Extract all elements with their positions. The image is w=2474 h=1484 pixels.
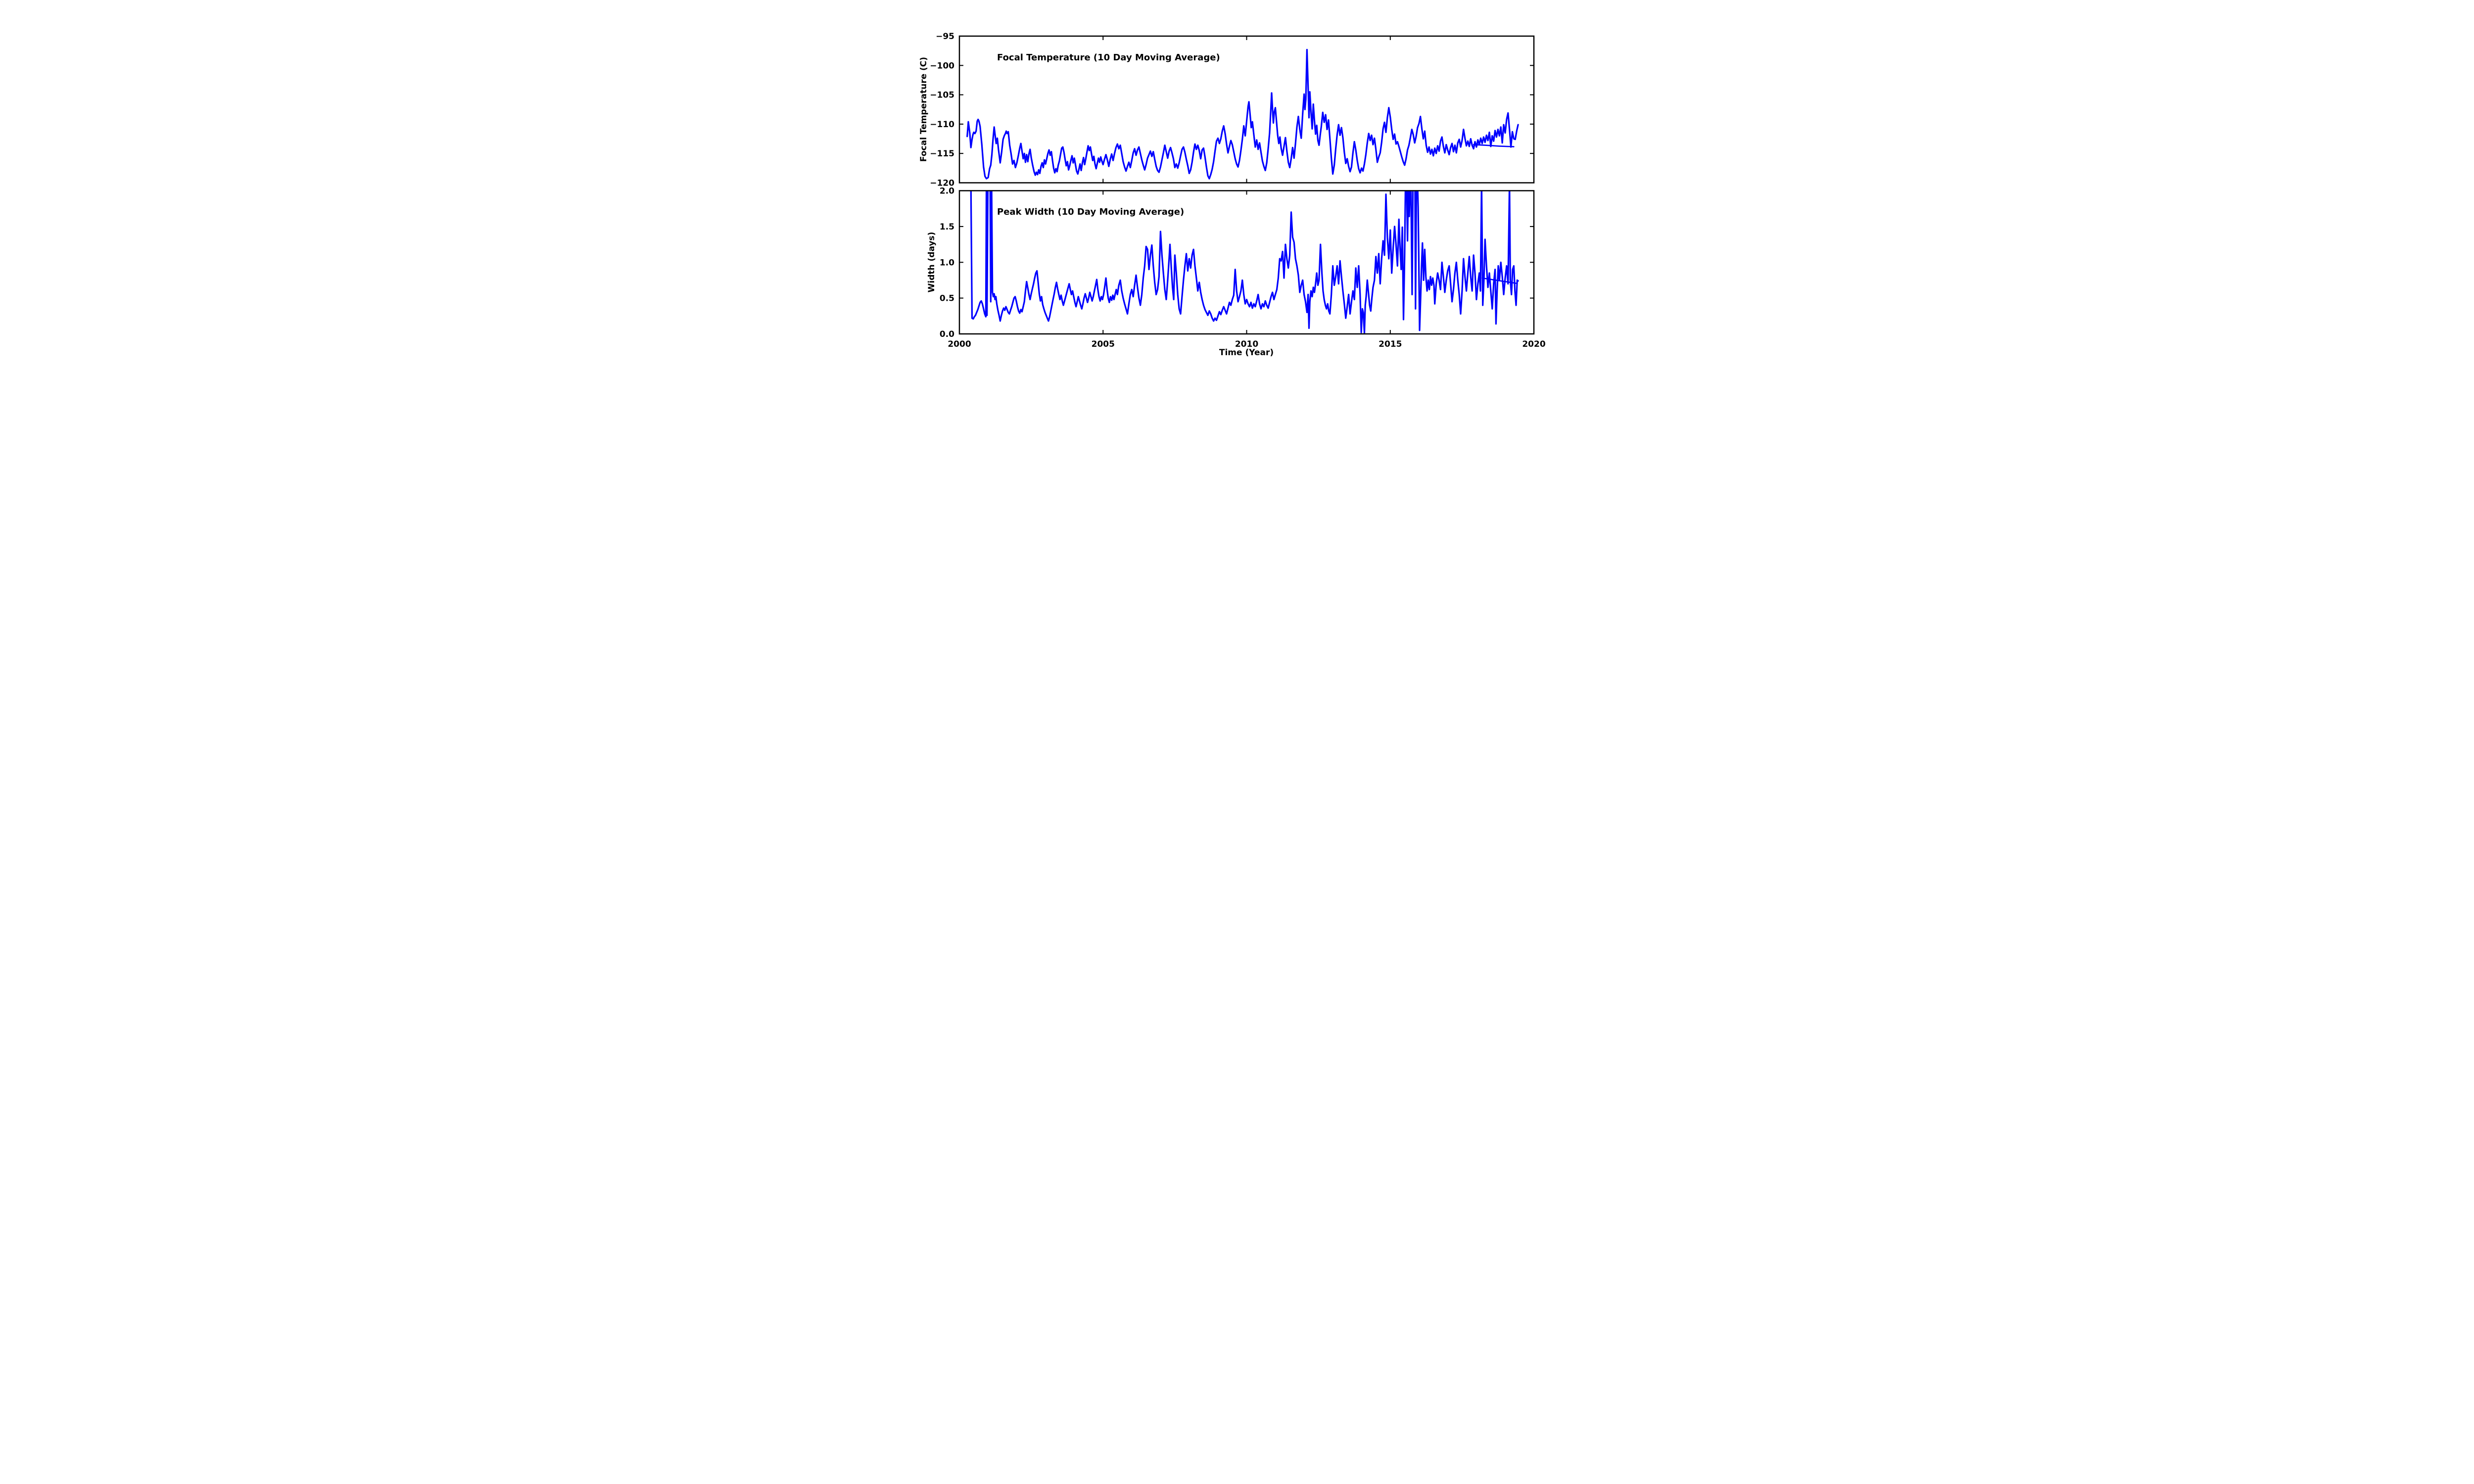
focal-temperature-panel-lines xyxy=(966,48,1519,180)
focal-temperature-panel-ytick-label: −115 xyxy=(930,149,954,159)
peak-width-panel-ytick-label: 0.5 xyxy=(940,294,954,304)
xtick-label: 2020 xyxy=(1522,339,1545,349)
xtick-label: 2000 xyxy=(948,339,971,349)
x-axis-label: Time (Year) xyxy=(1219,348,1274,358)
peak-width-panel-ytick-label: 1.0 xyxy=(940,258,954,268)
figure-container: −95 −100 −105 −110 −115 −120 2.0 1.5 1.0 0.5 0.0 20… xyxy=(866,0,1608,371)
peak-width-panel-ticks xyxy=(959,190,1534,334)
top-panel-ylabel: Focal Temperature (C) xyxy=(919,57,929,162)
focal-temperature-panel-ticks xyxy=(959,36,1534,184)
focal_temperature_10day_moving_average-line xyxy=(966,48,1519,180)
xtick-label: 2005 xyxy=(1092,339,1115,349)
focal-temperature-panel-ytick-label: −110 xyxy=(930,120,954,130)
focal-temperature-panel-ytick-label: −100 xyxy=(930,61,954,71)
peak-width-panel-ytick-label: 2.0 xyxy=(940,186,954,196)
peak-width-panel-ytick-label: 0.0 xyxy=(940,329,954,339)
focal-temperature-panel-ytick-label: −105 xyxy=(930,91,954,100)
focal-temperature-panel: −95 −100 −105 −110 −115 −120 xyxy=(930,32,1535,188)
xtick-label: 2015 xyxy=(1379,339,1402,349)
peak-width-panel-ytick-label: 1.5 xyxy=(940,222,954,232)
dual-panel-line-chart: −95−100−105−110−115−1202.01.51.00.50.020… xyxy=(919,32,1546,358)
bottom-panel-title: Peak Width (10 Day Moving Average) xyxy=(997,207,1184,217)
peak_width_10day_moving_average-line xyxy=(970,190,1519,334)
interpolated_smooth_segment-line xyxy=(1473,144,1515,147)
interpolated_smooth_segment-line xyxy=(1481,277,1518,284)
peak-width-panel-lines xyxy=(970,190,1519,334)
panels-group: −95−100−105−110−115−1202.01.51.00.50.020… xyxy=(930,32,1546,349)
bottom-panel-ylabel: Width (days) xyxy=(927,232,937,293)
top-panel-title: Focal Temperature (10 Day Moving Average… xyxy=(997,52,1220,63)
focal-temperature-panel-ytick-label: −120 xyxy=(930,179,954,188)
focal-temperature-panel-ytick-label: −95 xyxy=(936,32,954,42)
xtick-label: 2010 xyxy=(1235,339,1258,349)
